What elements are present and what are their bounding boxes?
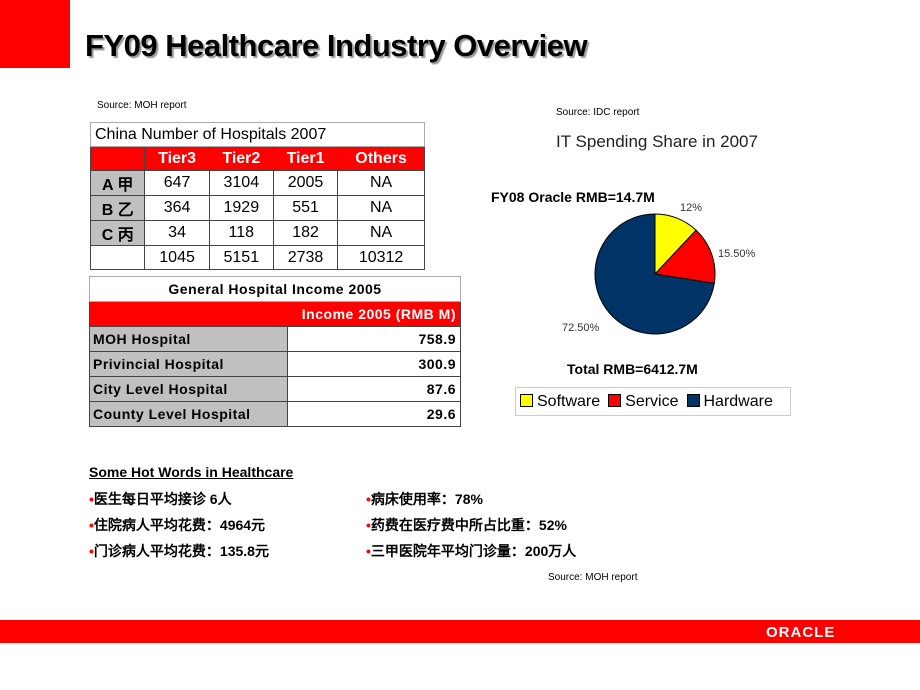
- bullet: •: [366, 543, 371, 559]
- table-cell: 364: [144, 195, 210, 221]
- chart-annotation-top: FY08 Oracle RMB=14.7M: [491, 189, 655, 205]
- table-cell: 300.9: [287, 351, 461, 377]
- header-cell: Tier1: [272, 146, 339, 171]
- chart-title: IT Spending Share in 2007: [556, 132, 758, 151]
- legend-label: Hardware: [703, 392, 773, 410]
- header-cell: Tier2: [208, 146, 274, 171]
- legend-swatch: [608, 393, 622, 407]
- hot-word-text: 医生每日平均接诊 6人: [93, 491, 232, 507]
- table-title: General Hospital Income 2005: [89, 276, 461, 302]
- legend-label: Service: [625, 392, 679, 410]
- legend-item: Service: [608, 392, 679, 411]
- table-cell: 647: [144, 170, 210, 196]
- legend-swatch: [686, 393, 700, 407]
- table-cell: 2738: [272, 245, 339, 270]
- chart-legend: Software Service Hardware: [515, 387, 791, 416]
- hot-word-item: •住院病人平均花费：4964元: [89, 515, 265, 535]
- row-header: A 甲: [89, 170, 146, 196]
- page-title: FY09 Healthcare Industry Overview: [85, 28, 588, 63]
- hot-word-text: 三甲医院年平均门诊量：200万人: [370, 543, 577, 559]
- source-right: Source: IDC report: [556, 107, 640, 118]
- row-header: County Level Hospital: [89, 401, 288, 427]
- chart-annotation-bottom: Total RMB=6412.7M: [567, 361, 698, 377]
- hospitals-table: China Number of Hospitals 2007 Tier3 Tie…: [89, 122, 425, 270]
- hot-word-item: •三甲医院年平均门诊量：200万人: [366, 541, 576, 561]
- footer-bar: [0, 620, 920, 643]
- legend-item: Hardware: [686, 392, 773, 411]
- row-header: B 乙: [89, 195, 146, 221]
- table-cell: 758.9: [287, 326, 461, 352]
- table-cell: 1929: [208, 195, 274, 221]
- table-cell: 118: [208, 220, 274, 246]
- hot-word-text: 药费在医疗费中所占比重：52%: [370, 517, 567, 533]
- hot-words-title: Some Hot Words in Healthcare: [89, 464, 294, 480]
- table-cell: 1045: [144, 245, 210, 270]
- bullet: •: [89, 543, 94, 559]
- table-cell: NA: [337, 195, 425, 221]
- table-cell: 2005: [272, 170, 339, 196]
- table-title: China Number of Hospitals 2007: [90, 122, 425, 147]
- hot-word-item: •药费在医疗费中所占比重：52%: [366, 515, 567, 535]
- table-row: County Level Hospital 29.6: [89, 401, 461, 427]
- table-row: MOH Hospital 758.9: [89, 326, 461, 352]
- bullet: •: [366, 491, 371, 507]
- slice-label: 15.50%: [718, 248, 756, 260]
- legend-swatch: [520, 393, 533, 407]
- table-row: Privincial Hospital 300.9: [89, 351, 461, 377]
- bullet: •: [89, 491, 94, 507]
- table-cell: 87.6: [287, 376, 461, 402]
- legend-item: Software: [520, 393, 600, 411]
- header-cell: [89, 146, 146, 171]
- table-row: C 丙 34 118 182 NA: [89, 220, 425, 246]
- hot-word-text: 住院病人平均花费：4964元: [93, 517, 266, 533]
- table-header: Tier3 Tier2 Tier1 Others: [89, 146, 425, 171]
- table-cell: 10312: [337, 245, 425, 270]
- oracle-logo: ORACLE: [766, 624, 836, 641]
- table-cell: 29.6: [287, 401, 461, 427]
- table-row: B 乙 364 1929 551 NA: [89, 195, 425, 221]
- header-cell: Tier3: [144, 146, 210, 171]
- row-header: C 丙: [89, 220, 146, 246]
- bullet: •: [89, 517, 94, 533]
- legend-label: Software: [537, 392, 601, 410]
- slice-label: 72.50%: [562, 322, 600, 334]
- hot-word-text: 病床使用率：78%: [370, 491, 483, 507]
- income-table: General Hospital Income 2005 Income 2005…: [89, 276, 461, 427]
- pie-slice-hardware: [594, 213, 715, 335]
- table-cell: NA: [337, 220, 425, 246]
- red-corner-block: [0, 0, 70, 68]
- source-left: Source: MOH report: [97, 100, 187, 111]
- table-row: 1045 5151 2738 10312: [89, 245, 425, 270]
- table-cell: 182: [272, 220, 339, 246]
- table-cell: 5151: [208, 245, 274, 270]
- header-cell: Income 2005 (RMB M): [89, 301, 461, 327]
- hot-word-item: •门诊病人平均花费：135.8元: [89, 541, 269, 561]
- hot-word-text: 门诊病人平均花费：135.8元: [93, 543, 269, 559]
- source-bottom: Source: MOH report: [548, 572, 638, 583]
- pie-chart: 12% 15.50% 72.50%: [562, 202, 756, 335]
- bullet: •: [366, 517, 371, 533]
- hot-word-item: •病床使用率：78%: [366, 489, 483, 509]
- row-header: [89, 245, 146, 270]
- slice-label: 12%: [680, 202, 702, 214]
- hot-word-item: •医生每日平均接诊 6人: [89, 489, 232, 509]
- pie-slice-service: [653, 229, 716, 284]
